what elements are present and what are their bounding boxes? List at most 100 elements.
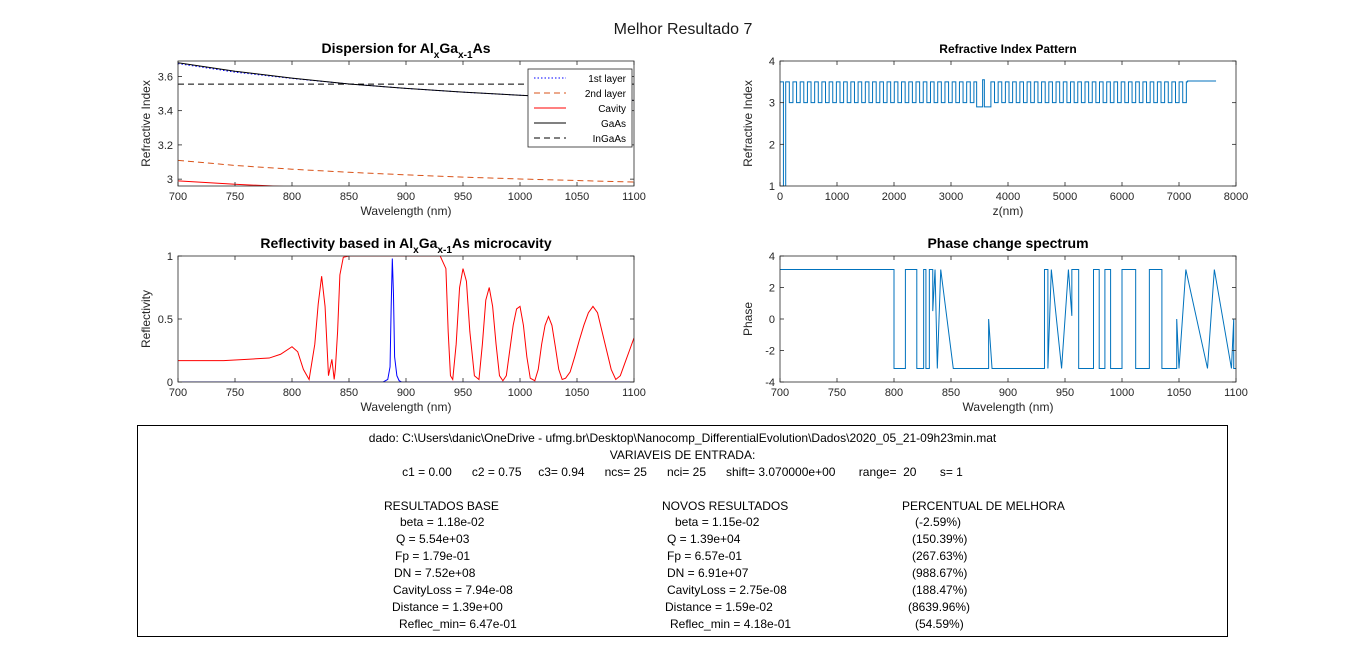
title-subscript: x bbox=[434, 50, 440, 61]
y-tick-label: 1 bbox=[769, 181, 775, 193]
new-distance: Distance = 1.59e-02 bbox=[665, 600, 773, 614]
x-tick-label: 700 bbox=[169, 387, 187, 399]
phase-change-chart: 700 750 800 850 900 950 1000 1050 1100 -4 -2 0 2 4 Wav… bbox=[741, 235, 1248, 414]
x-tick-label: 1000 bbox=[1110, 387, 1134, 399]
x-tick-label: 750 bbox=[828, 387, 846, 399]
chart-title: Refractive Index Pattern bbox=[939, 42, 1076, 56]
improvement-reflec-min: (54.59%) bbox=[915, 617, 964, 631]
x-tick-label: 1050 bbox=[565, 387, 589, 399]
legend-entry: InGaAs bbox=[593, 134, 626, 145]
new-results-header: NOVOS RESULTADOS bbox=[662, 499, 789, 513]
title-subscript: x bbox=[413, 245, 419, 256]
x-tick-label: 700 bbox=[169, 191, 187, 203]
y-tick-label: 3 bbox=[167, 174, 173, 186]
x-tick-label: 1050 bbox=[1167, 387, 1191, 399]
y-tick-label: 0 bbox=[769, 314, 775, 326]
x-axis-label: Wavelength (nm) bbox=[361, 204, 452, 218]
title-text: Reflectivity based in Al bbox=[260, 235, 413, 251]
chart-title: Dispersion for AlxGax-1As bbox=[321, 40, 490, 61]
new-fp: Fp = 6.57e-01 bbox=[667, 549, 743, 563]
new-dn: DN = 6.91e+07 bbox=[667, 566, 749, 580]
base-q: Q = 5.54e+03 bbox=[396, 532, 470, 546]
x-tick-label: 4000 bbox=[996, 191, 1020, 203]
x-axis-label: Wavelength (nm) bbox=[963, 400, 1054, 414]
new-beta: beta = 1.15e-02 bbox=[675, 515, 760, 529]
plot-area bbox=[780, 61, 1236, 186]
x-tick-label: 0 bbox=[777, 191, 783, 203]
title-text: As microcavity bbox=[452, 235, 552, 251]
x-tick-label: 700 bbox=[771, 387, 789, 399]
x-tick-label: 900 bbox=[397, 191, 415, 203]
x-tick-label: 950 bbox=[454, 191, 472, 203]
phase-line bbox=[780, 269, 1236, 369]
improvement-cavityloss: (188.47%) bbox=[912, 583, 968, 597]
y-tick-label: 2 bbox=[769, 139, 775, 151]
y-tick-label: -2 bbox=[765, 346, 775, 358]
cavity-mode-line bbox=[178, 258, 634, 382]
y-axis-label: Refractive Index bbox=[741, 80, 755, 167]
improvement-beta: (-2.59%) bbox=[915, 515, 962, 529]
chart-title: Phase change spectrum bbox=[927, 235, 1088, 251]
x-tick-label: 850 bbox=[340, 387, 358, 399]
index-profile-line bbox=[780, 79, 1217, 186]
y-axis-label: Reflectivity bbox=[139, 290, 153, 348]
chart-title: Reflectivity based in AlxGax-1As microca… bbox=[260, 235, 551, 256]
new-cavityloss: CavityLoss = 2.75e-08 bbox=[667, 583, 787, 597]
reflectivity-chart: 700 750 800 850 900 950 1000 1050 1100 0 0.5 1 Wavel… bbox=[139, 235, 646, 414]
x-tick-label: 1000 bbox=[508, 387, 532, 399]
data-file-path: dado: C:\Users\danic\OneDrive - ufmg.br\… bbox=[368, 431, 997, 445]
x-tick-label: 800 bbox=[283, 387, 301, 399]
x-tick-label: 5000 bbox=[1053, 191, 1077, 203]
x-tick-label: 750 bbox=[226, 387, 244, 399]
improvement-fp: (267.63%) bbox=[912, 549, 968, 563]
reflectivity-line bbox=[178, 256, 634, 382]
x-axis-label: Wavelength (nm) bbox=[361, 400, 452, 414]
y-tick-label: 3.4 bbox=[158, 106, 173, 118]
title-text: As bbox=[473, 40, 491, 56]
base-fp: Fp = 1.79e-01 bbox=[395, 549, 471, 563]
y-axis-label: Phase bbox=[741, 302, 755, 336]
y-tick-label: 3.2 bbox=[158, 140, 173, 152]
title-subscript: x-1 bbox=[458, 50, 473, 61]
x-tick-label: 800 bbox=[885, 387, 903, 399]
improvement-dn: (988.67%) bbox=[912, 566, 968, 580]
new-reflec-min: Reflec_min = 4.18e-01 bbox=[670, 617, 792, 631]
x-tick-label: 850 bbox=[340, 191, 358, 203]
x-tick-label: 1000 bbox=[825, 191, 849, 203]
y-axis-label: Refractive Index bbox=[139, 80, 153, 167]
new-q: Q = 1.39e+04 bbox=[667, 532, 741, 546]
x-tick-label: 8000 bbox=[1224, 191, 1248, 203]
base-cavityloss: CavityLoss = 7.94e-08 bbox=[393, 583, 513, 597]
y-tick-label: 0.5 bbox=[158, 314, 173, 326]
x-tick-label: 900 bbox=[999, 387, 1017, 399]
series-line-2nd-layer bbox=[178, 159, 634, 183]
base-distance: Distance = 1.39e+00 bbox=[392, 600, 503, 614]
x-tick-label: 2000 bbox=[882, 191, 906, 203]
results-annotation-box: dado: C:\Users\danic\OneDrive - ufmg.br\… bbox=[137, 425, 1228, 637]
x-tick-label: 950 bbox=[454, 387, 472, 399]
figure-canvas: 700 750 800 850 900 950 1000 1050 110033.23.43.6… bbox=[139, 40, 1248, 414]
series-line-cavity bbox=[178, 180, 285, 186]
x-tick-label: 750 bbox=[226, 191, 244, 203]
x-tick-label: 800 bbox=[283, 191, 301, 203]
y-tick-label: -4 bbox=[765, 377, 775, 389]
refractive-index-pattern-chart: 0 1000 2000 3000 4000 5000 6000 7000 8000 1 2 3 4 z(n… bbox=[741, 42, 1248, 218]
plot-area bbox=[178, 256, 634, 382]
base-results-header: RESULTADOS BASE bbox=[384, 499, 499, 513]
improvement-q: (150.39%) bbox=[912, 532, 968, 546]
y-tick-label: 4 bbox=[769, 56, 775, 68]
legend-entry: 2nd layer bbox=[585, 89, 627, 100]
x-axis-label: z(nm) bbox=[993, 204, 1024, 218]
title-text: Ga bbox=[439, 40, 458, 56]
improvement-header: PERCENTUAL DE MELHORA bbox=[902, 499, 1065, 513]
figure-title: Melhor Resultado 7 bbox=[613, 21, 753, 38]
x-tick-label: 1100 bbox=[1224, 387, 1248, 399]
plot-area bbox=[780, 256, 1236, 382]
x-tick-label: 6000 bbox=[1110, 191, 1134, 203]
y-tick-label: 3 bbox=[769, 98, 775, 110]
legend-entry: GaAs bbox=[601, 119, 626, 130]
x-tick-label: 1100 bbox=[622, 387, 646, 399]
y-tick-label: 0 bbox=[167, 377, 173, 389]
y-tick-label: 2 bbox=[769, 283, 775, 295]
x-tick-label: 1050 bbox=[565, 191, 589, 203]
